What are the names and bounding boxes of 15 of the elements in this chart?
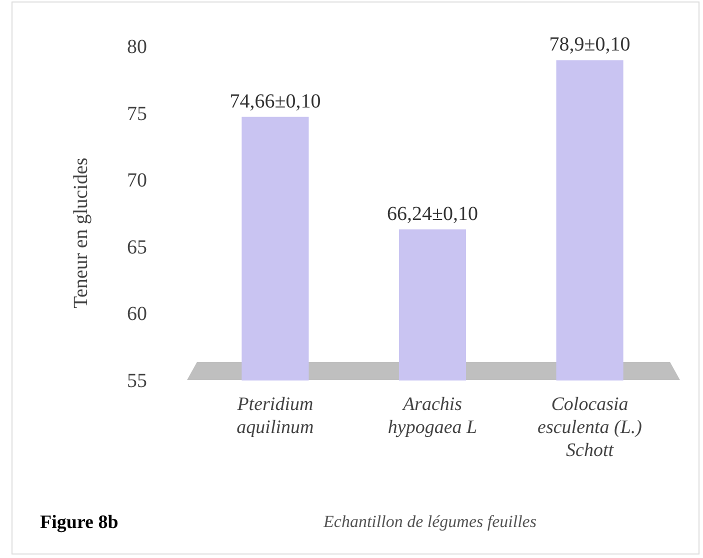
y-tick-label: 70 (127, 170, 147, 192)
x-tick-label: Colocasia esculenta (L.) Schott (538, 394, 642, 461)
data-label: 66,24±0,10 (387, 202, 478, 225)
caption: Figure 8b (40, 512, 118, 533)
x-tick-label: Pteridium aquilinum (236, 394, 314, 438)
y-tick-label: 65 (127, 236, 147, 258)
x-axis-title: Echantillon de légumes feuilles (322, 512, 537, 531)
data-label: 78,9±0,10 (549, 34, 630, 56)
x-tick-label: Arachis hypogaea L (388, 394, 478, 438)
y-tick-label: 55 (127, 370, 147, 392)
y-tick-label: 75 (127, 102, 147, 125)
y-tick-label: 80 (127, 36, 147, 58)
y-tick-label: 60 (127, 303, 147, 326)
data-label: 74,66±0,10 (230, 90, 321, 112)
y-axis-title: Teneur en glucides (70, 157, 92, 308)
